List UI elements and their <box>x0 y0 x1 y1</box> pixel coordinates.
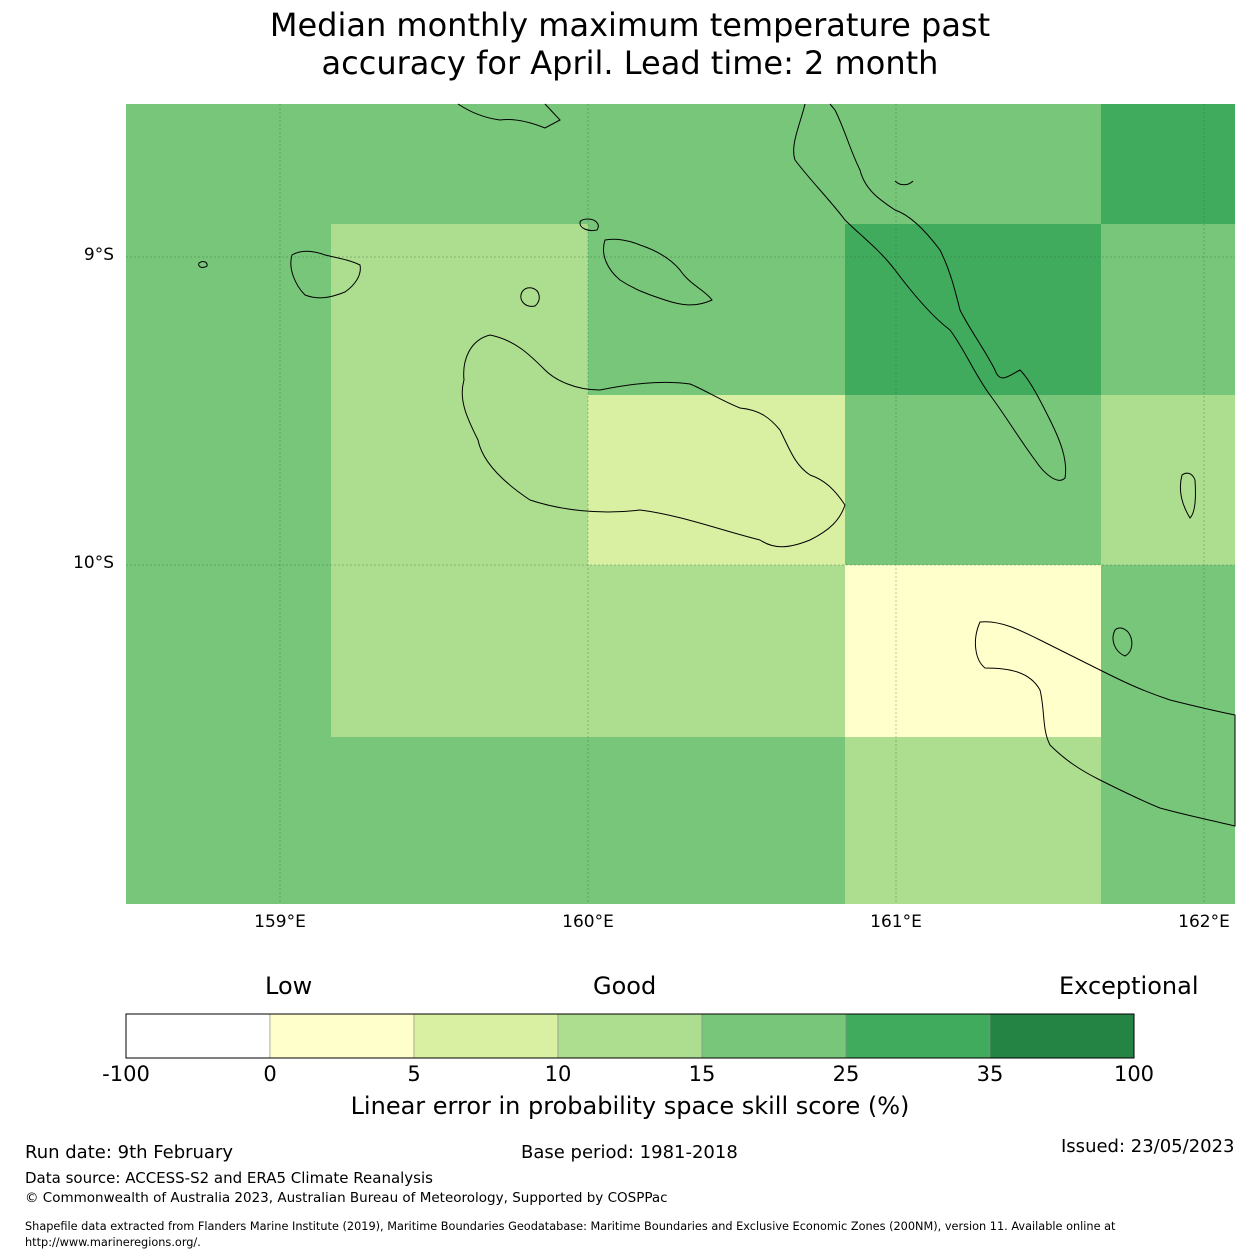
grid-cell <box>1101 224 1235 395</box>
category-low-label: Low <box>265 972 313 1000</box>
colorbar-title: Linear error in probability space skill … <box>350 1092 910 1120</box>
coastline-small-malaita <box>1179 472 1196 519</box>
colorbar-tick-label: 100 <box>1113 1062 1155 1086</box>
copyright: © Commonwealth of Australia 2023, Austra… <box>25 1190 668 1206</box>
grid-cell <box>126 104 331 224</box>
grid-cell <box>126 224 331 395</box>
lat-label-9s: 9°S <box>83 245 114 265</box>
grid-cell <box>331 395 588 565</box>
grid-cell <box>331 565 588 737</box>
colorbar-bin <box>845 1013 991 1059</box>
coastline-savo <box>520 287 540 307</box>
grid-cell <box>126 565 331 737</box>
data-source: Data source: ACCESS-S2 and ERA5 Climate … <box>25 1169 433 1187</box>
colorbar-frame <box>125 1013 1135 1059</box>
grid-cell <box>1101 104 1235 224</box>
colorbar-bin <box>989 1013 1135 1059</box>
colorbar-tick-label: 35 <box>976 1062 1004 1086</box>
colorbar-bin <box>701 1013 847 1059</box>
title-line-1: Median monthly maximum temperature past <box>269 6 991 44</box>
chart-title: Median monthly maximum temperature past … <box>0 6 1260 82</box>
run-date: Run date: 9th February <box>25 1142 234 1163</box>
issued-date: Issued: 23/05/2023 <box>1061 1136 1235 1157</box>
grid-cell <box>1101 737 1235 904</box>
skill-grid <box>126 104 1235 904</box>
coastline-islet-2 <box>579 218 599 231</box>
coastline-guadalcanal <box>461 334 846 548</box>
grid-cell <box>126 737 331 904</box>
coastline-ulawa <box>1112 627 1133 657</box>
colorbar-bin <box>269 1013 415 1059</box>
lon-label-161e: 161°E <box>870 912 922 932</box>
grid-cell <box>845 224 1101 395</box>
grid-cell <box>331 104 588 224</box>
lon-label-159e: 159°E <box>254 912 306 932</box>
colorbar-tick-label: -100 <box>102 1062 150 1086</box>
colorbar <box>125 1013 1135 1059</box>
coastline-malaita <box>793 103 1067 481</box>
base-period: Base period: 1981-2018 <box>521 1142 738 1163</box>
category-good-label: Good <box>593 972 657 1000</box>
grid-cell <box>845 565 1101 737</box>
grid-cell <box>1101 565 1235 737</box>
graticule <box>126 104 1235 904</box>
colorbar-tick-label: 15 <box>688 1062 716 1086</box>
shapefile-url: http://www.marineregions.org/. <box>25 1236 201 1249</box>
coastline-russell-islands <box>290 250 361 299</box>
grid-cell <box>1101 395 1235 565</box>
colorbar-tick-label: 0 <box>263 1062 277 1086</box>
colorbar-bin <box>125 1013 271 1059</box>
shapefile-credit: Shapefile data extracted from Flanders M… <box>25 1220 1116 1233</box>
coastlines <box>198 103 1236 827</box>
colorbar-tick-label: 25 <box>832 1062 860 1086</box>
grid-cell <box>588 737 845 904</box>
coastline-makira <box>974 621 1236 827</box>
colorbar-tick-label: 10 <box>544 1062 572 1086</box>
lon-label-162e: 162°E <box>1178 912 1230 932</box>
grid-cell <box>845 737 1101 904</box>
lon-label-160e: 160°E <box>562 912 614 932</box>
colorbar-bin <box>413 1013 559 1059</box>
lat-label-10s: 10°S <box>73 553 114 573</box>
colorbar-bin <box>557 1013 703 1059</box>
title-line-2: accuracy for April. Lead time: 2 month <box>321 44 939 82</box>
coastline-islet-1 <box>198 261 208 268</box>
coastline-new-georgia-tip <box>457 103 561 129</box>
grid-cell <box>331 224 588 395</box>
coastline-islet-3 <box>894 180 914 186</box>
category-exceptional-label: Exceptional <box>1059 972 1199 1000</box>
grid-cell <box>588 395 845 565</box>
colorbar-tick-label: 5 <box>407 1062 421 1086</box>
grid-cell <box>588 104 845 224</box>
grid-cell <box>331 737 588 904</box>
grid-cell <box>845 104 1101 224</box>
grid-cell <box>588 565 845 737</box>
coastline-florida-islands <box>603 238 713 306</box>
grid-cell <box>588 224 845 395</box>
grid-cell <box>126 395 331 565</box>
